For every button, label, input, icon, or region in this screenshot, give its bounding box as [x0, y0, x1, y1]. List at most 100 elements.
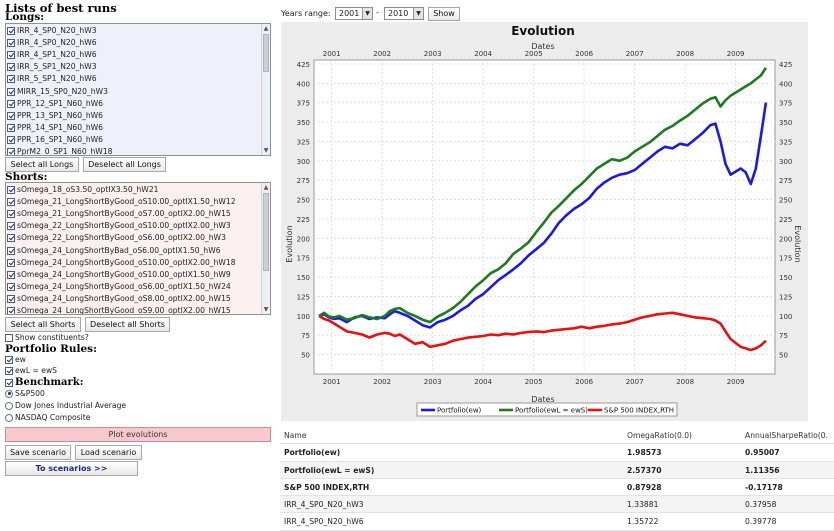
longs-list-item[interactable]: PPR_13_SP1_N60_hW6 — [6, 110, 270, 122]
checkbox[interactable] — [7, 294, 15, 303]
shorts-list-item[interactable]: sOmega_22_LongShortByGood_oS6.00_optIX2.… — [6, 232, 270, 244]
rule-ew-checkbox[interactable] — [5, 355, 13, 364]
cell-sharpe: -0.17178 — [745, 482, 783, 492]
benchmark-radio[interactable] — [5, 401, 13, 410]
select-all-shorts-button[interactable]: Select all Shorts — [5, 317, 81, 332]
benchmark-radio[interactable] — [5, 413, 13, 422]
rule-ewl-option[interactable]: ewL = ewS — [5, 366, 57, 375]
show-button[interactable]: Show — [428, 7, 460, 21]
scroll-down-icon[interactable]: ▼ — [263, 306, 269, 313]
checkbox[interactable] — [7, 51, 15, 60]
save-scenario-button[interactable]: Save scenario — [5, 445, 71, 460]
load-scenario-button[interactable]: Load scenario — [75, 445, 142, 460]
checkbox[interactable] — [7, 63, 15, 72]
year-from-select[interactable]: 2001 ▼ — [335, 7, 373, 20]
scroll-thumb[interactable] — [263, 34, 269, 72]
y-tick-label-left: 175 — [297, 255, 310, 263]
checkbox[interactable] — [7, 210, 15, 219]
rule-ewl-checkbox[interactable] — [5, 366, 13, 375]
to-scenarios-button[interactable]: To scenarios >> — [5, 461, 138, 476]
benchmark-radio-label: S&P500 — [15, 389, 45, 398]
checkbox[interactable] — [7, 147, 15, 155]
chevron-down-icon[interactable]: ▼ — [413, 8, 423, 19]
top-axis-label: Dates — [531, 42, 554, 51]
x-tick-label-bottom: 2009 — [727, 378, 745, 386]
year-to-select[interactable]: 2010 ▼ — [384, 7, 424, 20]
checkbox[interactable] — [7, 306, 15, 314]
shorts-scrollbar[interactable]: ▲ ▼ — [261, 183, 270, 314]
checkbox[interactable] — [7, 258, 15, 267]
checkbox[interactable] — [7, 99, 15, 108]
deselect-all-longs-button[interactable]: Deselect all Longs — [83, 157, 166, 172]
shorts-list-item[interactable]: sOmega_24_LongShortByGood_oS8.00_optIX2.… — [6, 293, 270, 305]
shorts-list-item[interactable]: sOmega_18_oS3.50_optIX3.50_hW21 — [6, 184, 270, 196]
cell-sharpe: 0.37958 — [745, 500, 777, 510]
benchmark-checkbox[interactable] — [5, 378, 13, 387]
checkbox[interactable] — [7, 198, 15, 207]
scroll-thumb[interactable] — [263, 193, 269, 271]
benchmark-radio-item[interactable]: S&P500 — [5, 389, 45, 398]
show-constituents-option[interactable]: Show constituents? — [5, 333, 89, 342]
header-name: Name — [284, 431, 307, 440]
y-tick-label-left: 150 — [297, 274, 310, 282]
plot-evolutions-button[interactable]: Plot evolutions — [5, 427, 271, 442]
longs-list-item[interactable]: MIRR_15_SP0_N20_hW3 — [6, 85, 270, 97]
scroll-up-icon[interactable]: ▲ — [263, 25, 269, 32]
longs-list[interactable]: IRR_4_SP0_N20_hW3 IRR_4_SP0_N20_hW6 IRR_4_… — [5, 23, 271, 156]
benchmark-radio[interactable] — [5, 389, 13, 398]
checkbox[interactable] — [7, 75, 15, 84]
checkbox[interactable] — [7, 123, 15, 132]
shorts-list-item[interactable]: sOmega_24_LongShortByGood_oS10.00_optIX2… — [6, 257, 270, 269]
scroll-down-icon[interactable]: ▼ — [263, 147, 269, 154]
checkbox[interactable] — [7, 282, 15, 291]
benchmark-option[interactable]: Benchmark: — [5, 377, 83, 388]
checkbox[interactable] — [7, 246, 15, 255]
checkbox[interactable] — [7, 186, 15, 195]
scroll-up-icon[interactable]: ▲ — [263, 184, 269, 191]
checkbox[interactable] — [7, 234, 15, 243]
checkbox[interactable] — [7, 87, 15, 96]
longs-list-item[interactable]: PPR_14_SP1_N60_hW6 — [6, 122, 270, 134]
table-row[interactable]: Portfolio(ew) 1.98573 0.95007 — [280, 444, 834, 462]
table-row[interactable]: S&P 500 INDEX,RTH 0.87928 -0.17178 — [280, 479, 834, 497]
longs-scrollbar[interactable]: ▲ ▼ — [261, 24, 270, 155]
shorts-list-item[interactable]: sOmega_24_LongShortByBad_oS6.00_optIX1.5… — [6, 244, 270, 256]
shorts-list-item[interactable]: sOmega_24_LongShortByGood_oS9.00_optIX2.… — [6, 305, 270, 314]
longs-list-item[interactable]: PPR_16_SP1_N60_hW6 — [6, 134, 270, 146]
benchmark-radio-item[interactable]: Dow Jones Industrial Average — [5, 401, 126, 410]
checkbox[interactable] — [7, 135, 15, 144]
shorts-list-item[interactable]: sOmega_24_LongShortByGood_oS6.00_optIX1.… — [6, 281, 270, 293]
table-row[interactable]: Portfolio(ewL = ewS) 2.57370 1.11356 — [280, 461, 834, 479]
benchmark-radio-item[interactable]: NASDAQ Composite — [5, 413, 90, 422]
checkbox[interactable] — [7, 111, 15, 120]
table-row[interactable]: IRR_4_SP0_N20_hW6 1.35722 0.39778 — [280, 513, 834, 531]
checkbox[interactable] — [7, 222, 15, 231]
select-all-longs-button[interactable]: Select all Longs — [5, 157, 79, 172]
shorts-list-item[interactable]: sOmega_21_LongShortByGood_oS7.00_optIX2.… — [6, 208, 270, 220]
shorts-list-item[interactable]: sOmega_24_LongShortByGood_oS10.00_optIX1… — [6, 269, 270, 281]
shorts-list[interactable]: sOmega_18_oS3.50_optIX3.50_hW21 sOmega_21… — [5, 182, 271, 315]
rule-ew-option[interactable]: ew — [5, 355, 26, 364]
y-tick-label-right: 200 — [779, 235, 792, 243]
checkbox[interactable] — [7, 27, 15, 36]
cell-name: Portfolio(ew) — [284, 448, 341, 458]
longs-list-item[interactable]: IRR_5_SP1_N20_hW3 — [6, 61, 270, 73]
y-tick-label-left: 200 — [297, 235, 310, 243]
table-row[interactable]: IRR_4_SP0_N20_hW3 1.33881 0.37958 — [280, 496, 834, 514]
shorts-list-item[interactable]: sOmega_21_LongShortByGood_oS10.00_optIX1… — [6, 196, 270, 208]
longs-list-item[interactable]: IRR_4_SP1_N20_hW6 — [6, 49, 270, 61]
longs-list-item[interactable]: IRR_4_SP0_N20_hW3 — [6, 25, 270, 37]
longs-list-item[interactable]: IRR_4_SP0_N20_hW6 — [6, 37, 270, 49]
deselect-all-shorts-button[interactable]: Deselect all Shorts — [85, 317, 170, 332]
longs-list-item[interactable]: PprM2_0_SP1_N60_hW18 — [6, 146, 270, 155]
checkbox[interactable] — [7, 39, 15, 48]
shorts-list-item[interactable]: sOmega_22_LongShortByGood_oS10.00_optIX2… — [6, 220, 270, 232]
cell-omega: 1.98573 — [627, 448, 662, 458]
chevron-down-icon[interactable]: ▼ — [362, 8, 372, 19]
longs-list-item[interactable]: IRR_5_SP1_N20_hW6 — [6, 73, 270, 85]
list-item-label: PPR_13_SP1_N60_hW6 — [17, 110, 104, 120]
checkbox[interactable] — [7, 270, 15, 279]
show-constituents-checkbox[interactable] — [5, 333, 13, 342]
evolution-chart: Evolution Dates Dates Evolution Evolutio… — [281, 22, 808, 421]
longs-list-item[interactable]: PPR_12_SP1_N60_hW6 — [6, 98, 270, 110]
